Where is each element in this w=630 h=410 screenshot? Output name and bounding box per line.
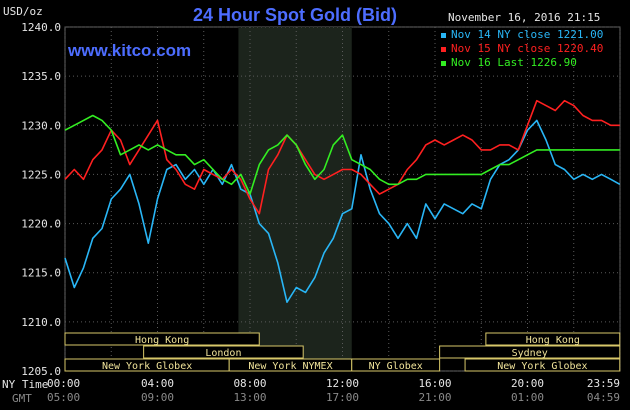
gmt-row-label: GMT [12, 392, 32, 405]
y-axis-ticks: 1240.0 1235.0 1230.0 1225.0 1220.0 1215.0 1210… [21, 21, 61, 378]
legend-swatch [441, 33, 446, 38]
x-tick-label-gmt: 01:00 [511, 391, 544, 404]
market-session-bar [439, 345, 621, 359]
x-tick-label-ny: 23:59 [587, 377, 620, 390]
market-session-bar [464, 358, 621, 372]
x-tick-label-gmt: 05:00 [47, 391, 80, 404]
y-tick-label: 1230.0 [21, 119, 61, 132]
unit-label: USD/oz [3, 5, 43, 18]
y-tick-label: 1225.0 [21, 168, 61, 181]
legend-entry: Nov 15 NY close 1220.40 [451, 42, 603, 55]
x-tick-label-ny: 20:00 [511, 377, 544, 390]
market-session-label: NY Globex [369, 361, 423, 372]
market-session-bar [485, 332, 621, 346]
price-series [64, 99, 621, 303]
ny-time-row-label: NY Time [2, 378, 48, 391]
market-session-label: Hong Kong [526, 335, 580, 346]
y-tick-label: 1210.0 [21, 316, 61, 329]
x-tick-label-gmt: 04:59 [587, 391, 620, 404]
legend-swatch [441, 61, 446, 66]
x-tick-label-ny: 00:00 [47, 377, 80, 390]
legend-swatch [441, 47, 446, 52]
legend-entry: Nov 16 Last 1226.90 [451, 56, 577, 69]
series-line-1 [64, 99, 620, 215]
market-session-label: New York Globex [102, 361, 192, 372]
series-line-0 [64, 119, 621, 303]
chart-title: 24 Hour Spot Gold (Bid) [193, 5, 397, 25]
y-tick-label: 1220.0 [21, 218, 61, 231]
x-tick-label-ny: 16:00 [418, 377, 451, 390]
market-session-label: Sydney [512, 348, 548, 359]
market-session-label: Hong Kong [135, 335, 189, 346]
market-session-bar [351, 358, 441, 372]
x-tick-label-gmt: 09:00 [141, 391, 174, 404]
x-tick-label-ny: 08:00 [233, 377, 266, 390]
y-tick-label: 1235.0 [21, 70, 61, 83]
market-session-label: London [205, 348, 241, 359]
x-tick-label-ny: 12:00 [326, 377, 359, 390]
series-line-2 [64, 114, 620, 195]
x-tick-label-gmt: 13:00 [233, 391, 266, 404]
watermark: www.kitco.com [67, 41, 191, 60]
x-tick-label-gmt: 17:00 [326, 391, 359, 404]
market-session-bar [143, 345, 304, 359]
market-session-label: New York NYMEX [248, 361, 332, 372]
market-session-label: New York Globex [497, 361, 587, 372]
legend-entry: Nov 14 NY close 1221.00 [451, 28, 603, 41]
y-tick-label: 1205.0 [21, 365, 61, 378]
x-axis-ticks: 00:00 04:00 08:00 12:00 16:00 20:00 23:59 05:00… [47, 377, 620, 404]
date-label: November 16, 2016 21:15 [448, 11, 600, 24]
y-tick-label: 1240.0 [21, 21, 61, 34]
nymex-session-band [238, 27, 352, 371]
x-tick-label-ny: 04:00 [141, 377, 174, 390]
market-session-bars: Hong Kong Hong Kong London Sydney New York G… [64, 332, 621, 372]
market-session-bar [64, 332, 260, 346]
x-tick-label-gmt: 21:00 [418, 391, 451, 404]
y-tick-label: 1215.0 [21, 267, 61, 280]
